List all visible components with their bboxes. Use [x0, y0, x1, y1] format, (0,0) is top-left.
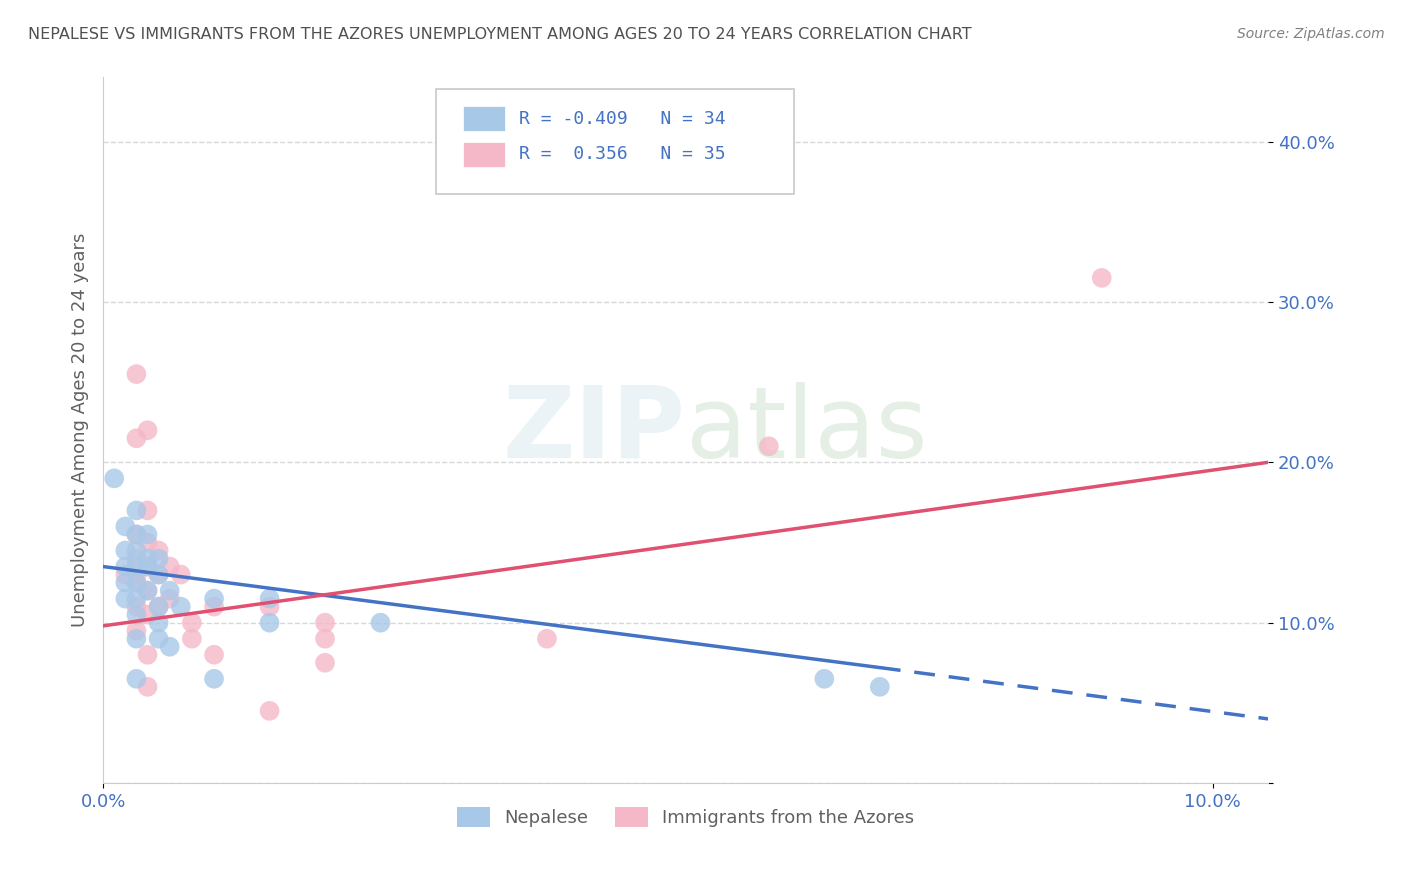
Point: [148, 599, 170, 614]
Point: [136, 583, 159, 598]
Point: [536, 632, 558, 646]
Point: [148, 551, 170, 566]
Point: [114, 559, 136, 574]
Point: [136, 607, 159, 622]
Point: [202, 672, 225, 686]
Point: [125, 527, 148, 541]
Point: [125, 591, 148, 606]
Point: [125, 624, 148, 638]
Point: [869, 680, 891, 694]
Point: [202, 599, 225, 614]
Point: [125, 599, 148, 614]
Point: [259, 599, 281, 614]
Point: [125, 503, 148, 517]
Point: [125, 575, 148, 590]
Point: [170, 567, 193, 582]
Point: [125, 575, 148, 590]
Point: [813, 672, 835, 686]
Point: [136, 423, 159, 437]
Point: [114, 567, 136, 582]
Point: [259, 591, 281, 606]
Point: [148, 567, 170, 582]
Text: atlas: atlas: [686, 382, 928, 479]
Point: [125, 431, 148, 445]
Text: R =  0.356   N = 35: R = 0.356 N = 35: [519, 145, 725, 163]
Point: [125, 567, 148, 582]
Point: [148, 567, 170, 582]
Point: [314, 615, 336, 630]
Legend: Nepalese, Immigrants from the Azores: Nepalese, Immigrants from the Azores: [450, 799, 921, 834]
Point: [314, 632, 336, 646]
Point: [1091, 271, 1114, 285]
Point: [136, 527, 159, 541]
Point: [180, 632, 202, 646]
Point: [125, 551, 148, 566]
Point: [125, 559, 148, 574]
Point: [159, 583, 181, 598]
Point: [125, 672, 148, 686]
Point: [136, 535, 159, 549]
Point: [125, 527, 148, 541]
Point: [136, 503, 159, 517]
Point: [202, 648, 225, 662]
Text: Source: ZipAtlas.com: Source: ZipAtlas.com: [1237, 27, 1385, 41]
Point: [114, 575, 136, 590]
Point: [758, 439, 780, 453]
Point: [125, 632, 148, 646]
Point: [136, 648, 159, 662]
Text: ZIP: ZIP: [503, 382, 686, 479]
Point: [136, 559, 159, 574]
Point: [114, 543, 136, 558]
Point: [259, 704, 281, 718]
Point: [136, 680, 159, 694]
Y-axis label: Unemployment Among Ages 20 to 24 years: Unemployment Among Ages 20 to 24 years: [72, 233, 89, 627]
Point: [202, 591, 225, 606]
Point: [259, 615, 281, 630]
Point: [125, 543, 148, 558]
Point: [136, 583, 159, 598]
Point: [159, 591, 181, 606]
Point: [170, 599, 193, 614]
Point: [159, 559, 181, 574]
Point: [314, 656, 336, 670]
Point: [148, 599, 170, 614]
Point: [148, 543, 170, 558]
Point: [370, 615, 392, 630]
Point: [125, 607, 148, 622]
Point: [114, 519, 136, 533]
Point: [136, 551, 159, 566]
Point: [148, 615, 170, 630]
Point: [159, 640, 181, 654]
Point: [180, 615, 202, 630]
Point: [103, 471, 125, 485]
Point: [148, 632, 170, 646]
Text: NEPALESE VS IMMIGRANTS FROM THE AZORES UNEMPLOYMENT AMONG AGES 20 TO 24 YEARS CO: NEPALESE VS IMMIGRANTS FROM THE AZORES U…: [28, 27, 972, 42]
Point: [114, 591, 136, 606]
Point: [136, 559, 159, 574]
Point: [125, 367, 148, 381]
Text: R = -0.409   N = 34: R = -0.409 N = 34: [519, 110, 725, 128]
